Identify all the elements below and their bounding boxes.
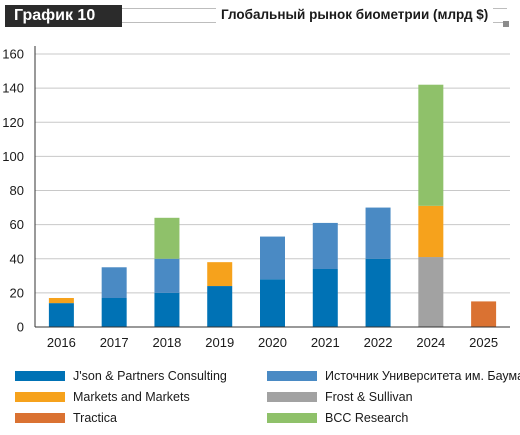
bar-segment-jsonpartners-2016 [48, 303, 74, 327]
corner-marker [503, 21, 509, 27]
bar-segment-jsonpartners-2022 [365, 258, 391, 327]
x-tick-label: 2020 [258, 335, 287, 350]
legend-label: Frost & Sullivan [325, 390, 413, 404]
y-tick-label: 120 [2, 115, 24, 130]
bar-segment-bauman-2017 [101, 267, 127, 298]
legend-item-marketsandmarkets: Markets and Markets [15, 387, 190, 407]
legend-item-tractica: Tractica [15, 408, 117, 428]
x-tick-label: 2017 [100, 335, 129, 350]
legend-swatch [15, 392, 65, 402]
chart-title: Глобальный рынок биометрии (млрд $) [216, 6, 494, 23]
stacked-bar-chart: 0 20 40 60 80 100 120 140 160 2016 2017 2018 2019 202… [2, 46, 510, 350]
bar-segment-marketsandmarkets-2019 [207, 262, 233, 287]
x-tick-label: 2024 [416, 335, 445, 350]
legend-label: J'son & Partners Consulting [73, 369, 227, 383]
bar-segment-jsonpartners-2019 [207, 286, 233, 327]
y-tick-label: 80 [10, 183, 24, 198]
bar-segment-bcc-2018 [154, 217, 180, 259]
legend-swatch [15, 413, 65, 423]
chart-header: График 10 Глобальный рынок биометрии (мл… [0, 0, 520, 32]
bar-segment-marketsandmarkets-2016 [48, 297, 74, 304]
y-tick-label: 20 [10, 285, 24, 300]
x-tick-label: 2018 [152, 335, 181, 350]
legend-swatch [15, 371, 65, 381]
x-tick-label: 2019 [205, 335, 234, 350]
legend-label: BCC Research [325, 411, 409, 425]
bar-segment-bauman-2020 [260, 236, 285, 280]
bar-segment-jsonpartners-2017 [101, 297, 127, 327]
bar-segment-bauman-2022 [365, 207, 391, 259]
legend-swatch [267, 392, 317, 402]
bar-segment-bauman-2021 [312, 222, 338, 269]
axes: 0 20 40 60 80 100 120 140 160 2016 2017 2018 2019 202… [2, 46, 510, 350]
legend-item-bauman: Источник Университета им. Баумана [267, 366, 520, 386]
bar-segment-bcc-2024 [418, 84, 444, 206]
x-tick-label: 2022 [364, 335, 393, 350]
bar-segment-bauman-2018 [154, 258, 180, 293]
legend-label: Источник Университета им. Баумана [325, 369, 520, 383]
y-tick-label: 0 [17, 320, 24, 335]
legend-swatch [267, 371, 317, 381]
bar-segment-marketsandmarkets-2024 [418, 205, 444, 258]
x-tick-label: 2021 [311, 335, 340, 350]
y-tick-label: 60 [10, 217, 24, 232]
x-tick-label: 2025 [469, 335, 498, 350]
y-tick-label: 40 [10, 251, 24, 266]
bar-segment-jsonpartners-2018 [154, 292, 180, 327]
legend-item-jsonpartners: J'son & Partners Consulting [15, 366, 227, 386]
legend-item-frost: Frost & Sullivan [267, 387, 413, 407]
x-tick-label: 2016 [47, 335, 76, 350]
y-tick-label: 140 [2, 81, 24, 96]
legend-item-bcc: BCC Research [267, 408, 408, 428]
y-tick-label: 160 [2, 47, 24, 62]
bar-segment-jsonpartners-2021 [312, 268, 338, 327]
bar-segment-frost-2024 [418, 257, 444, 327]
legend-label: Markets and Markets [73, 390, 190, 404]
bars [48, 84, 497, 327]
bar-segment-tractica-2025 [471, 301, 497, 327]
legend-label: Tractica [73, 411, 117, 425]
y-tick-label: 100 [2, 149, 24, 164]
legend-swatch [267, 413, 317, 423]
figure-number-badge: График 10 [5, 5, 122, 27]
bar-segment-jsonpartners-2020 [260, 279, 285, 327]
chart-legend: J'son & Partners Consulting Источник Уни… [15, 366, 520, 432]
